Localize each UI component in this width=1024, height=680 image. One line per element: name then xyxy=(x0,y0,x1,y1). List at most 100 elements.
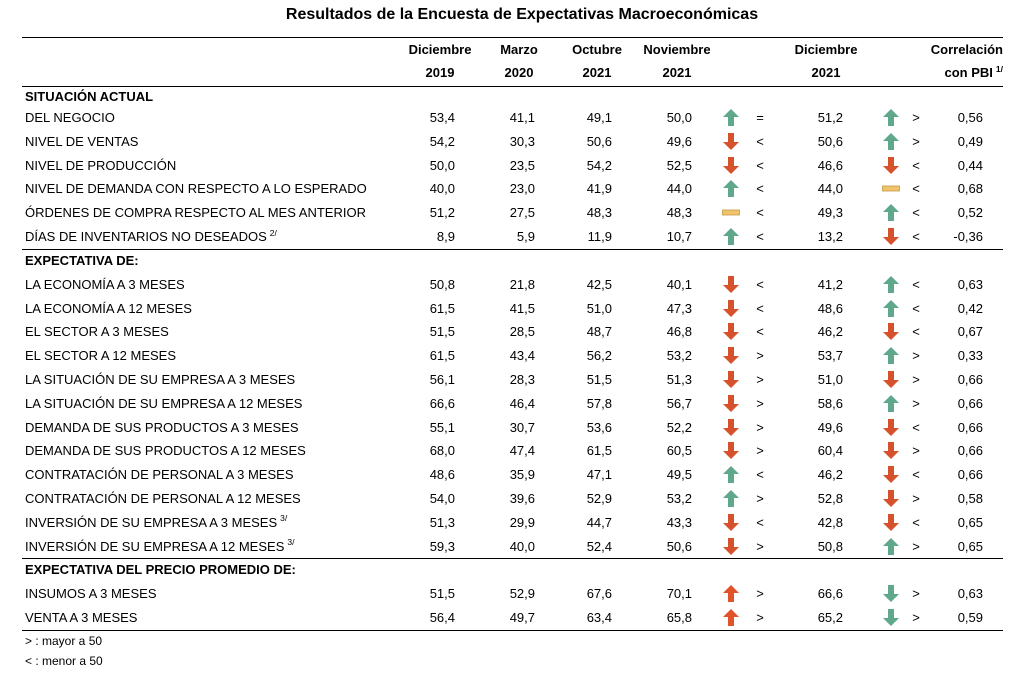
value-oct-2021: 48,7 xyxy=(586,324,612,340)
value-nov-2021: 49,5 xyxy=(666,467,692,483)
row-label: EL SECTOR A 3 MESES xyxy=(25,320,395,344)
comparison-sign: > xyxy=(912,490,920,506)
value-nov-2021: 10,7 xyxy=(666,228,692,244)
value-dic-2021: 50,8 xyxy=(817,538,843,554)
dash-icon xyxy=(882,180,900,197)
value-oct-2021: 42,5 xyxy=(586,276,612,292)
row-label-text: EL SECTOR A 12 MESES xyxy=(25,348,177,364)
value-dic-2019: 51,5 xyxy=(429,324,455,340)
value-dic-2021: 13,2 xyxy=(817,228,843,244)
correlation-value: 0,59 xyxy=(957,610,983,626)
value-dic-2021: 49,6 xyxy=(817,419,843,435)
table-row: EL SECTOR A 3 MESES 51,5 28,5 48,7 46,8 <46,2… xyxy=(22,320,1003,344)
footnote-ref: 1/ xyxy=(995,63,1003,74)
arrow-up-icon xyxy=(882,132,900,150)
row-label: VENTA A 3 MESES xyxy=(25,606,395,630)
row-label: NIVEL DE DEMANDA CON RESPECTO A LO ESPER… xyxy=(25,177,395,201)
correlation-value: 0,65 xyxy=(957,538,983,554)
comparison-sign: < xyxy=(912,467,920,483)
comparison-sign: > xyxy=(756,538,764,554)
row-label-text: NIVEL DE DEMANDA CON RESPECTO A LO ESPER… xyxy=(25,181,367,197)
table-row: DEMANDA DE SUS PRODUCTOS A 3 MESES 55,1 30… xyxy=(22,416,1003,440)
arrow-down-icon xyxy=(882,489,900,507)
correlation-value: 0,67 xyxy=(957,324,983,340)
value-dic-2021: 51,2 xyxy=(817,110,843,125)
column-header-month: Marzo xyxy=(500,42,538,57)
value-oct-2021: 51,0 xyxy=(586,300,612,316)
row-label: LA ECONOMÍA A 12 MESES xyxy=(25,297,395,321)
arrow-up-icon xyxy=(722,466,740,484)
correlation-value: 0,66 xyxy=(957,371,983,387)
column-header-nov-2021: Noviembre 2021 xyxy=(632,38,722,84)
value-mar-2020: 29,9 xyxy=(509,514,535,530)
arrow-up-icon xyxy=(722,609,740,627)
value-dic-2021: 46,6 xyxy=(817,157,843,173)
value-mar-2020: 39,6 xyxy=(509,490,535,506)
table-row: LA ECONOMÍA A 12 MESES 61,5 41,5 51,0 47,3 <4… xyxy=(22,297,1003,321)
row-label-text: VENTA A 3 MESES xyxy=(25,610,138,626)
table-row: DEMANDA DE SUS PRODUCTOS A 12 MESES 68,0 4… xyxy=(22,439,1003,463)
arrow-down-icon xyxy=(722,132,740,150)
value-dic-2021: 44,0 xyxy=(817,181,843,197)
value-mar-2020: 23,0 xyxy=(509,181,535,197)
value-dic-2019: 51,3 xyxy=(429,514,455,530)
column-header-correlation-sub: con PBI 1/ xyxy=(913,61,1004,84)
expectations-table: Diciembre 2019 Marzo 2020 Octubre 2021 N… xyxy=(22,37,1003,631)
correlation-value: 0,66 xyxy=(957,419,983,435)
correlation-value: 0,49 xyxy=(957,133,983,149)
value-dic-2019: 48,6 xyxy=(429,467,455,483)
comparison-sign: < xyxy=(912,181,920,197)
value-mar-2020: 40,0 xyxy=(509,538,535,554)
arrow-up-icon xyxy=(722,227,740,245)
table-row: EL SECTOR A 12 MESES 61,5 43,4 56,2 53,2 >53,… xyxy=(22,344,1003,368)
value-oct-2021: 52,9 xyxy=(586,490,612,506)
comparison-sign: < xyxy=(756,300,764,316)
value-oct-2021: 48,3 xyxy=(586,205,612,221)
value-dic-2021: 58,6 xyxy=(817,395,843,411)
value-mar-2020: 47,4 xyxy=(509,443,535,459)
table-body: SITUACIÓN ACTUAL DEL NEGOCIO 53,4 41,1 49,1 5… xyxy=(22,87,1003,631)
comparison-sign: > xyxy=(756,419,764,435)
value-oct-2021: 57,8 xyxy=(586,395,612,411)
value-oct-2021: 49,1 xyxy=(586,110,612,125)
value-nov-2021: 50,6 xyxy=(666,538,692,554)
correlation-value: 0,58 xyxy=(957,490,983,506)
value-nov-2021: 60,5 xyxy=(666,443,692,459)
table-row: CONTRATACIÓN DE PERSONAL A 12 MESES 54,0 3… xyxy=(22,487,1003,511)
column-header-mar-2020: Marzo 2020 xyxy=(484,38,554,84)
value-nov-2021: 53,2 xyxy=(666,490,692,506)
value-nov-2021: 44,0 xyxy=(666,181,692,197)
value-dic-2021: 60,4 xyxy=(817,443,843,459)
correlation-value: 0,66 xyxy=(957,395,983,411)
row-label: INSUMOS A 3 MESES xyxy=(25,582,395,606)
value-dic-2019: 66,6 xyxy=(429,395,455,411)
comparison-sign: > xyxy=(756,610,764,626)
value-nov-2021: 70,1 xyxy=(666,586,692,602)
column-header-year: 2020 xyxy=(504,65,534,80)
table-row: INVERSIÓN DE SU EMPRESA A 3 MESES 3/51,3 2… xyxy=(22,511,1003,535)
value-mar-2020: 41,1 xyxy=(509,110,535,125)
arrow-up-icon xyxy=(882,204,900,222)
column-header-year: 2021 xyxy=(662,65,692,80)
comparison-sign: > xyxy=(756,348,764,364)
comparison-sign: < xyxy=(756,276,764,292)
row-label-text: NIVEL DE VENTAS xyxy=(25,133,139,149)
row-label-text: INSUMOS A 3 MESES xyxy=(25,586,157,602)
table-header: Diciembre 2019 Marzo 2020 Octubre 2021 N… xyxy=(22,38,1003,87)
value-mar-2020: 21,8 xyxy=(509,276,535,292)
row-label: LA SITUACIÓN DE SU EMPRESA A 3 MESES xyxy=(25,368,395,392)
correlation-value: -0,36 xyxy=(953,228,983,244)
correlation-value: 0,33 xyxy=(957,348,983,364)
dash-icon xyxy=(722,204,740,221)
table-row: NIVEL DE VENTAS 54,2 30,3 50,6 49,6 <50,6 >0,4… xyxy=(22,130,1003,154)
arrow-up-icon xyxy=(882,537,900,555)
value-mar-2020: 30,7 xyxy=(509,419,535,435)
comparison-sign: > xyxy=(912,133,920,149)
correlation-value: 0,56 xyxy=(957,110,983,125)
value-oct-2021: 11,9 xyxy=(587,228,612,244)
value-dic-2021: 51,0 xyxy=(817,371,843,387)
row-label-text: LA ECONOMÍA A 3 MESES xyxy=(25,276,185,292)
table-row: LA SITUACIÓN DE SU EMPRESA A 3 MESES 56,1… xyxy=(22,368,1003,392)
table-row: NIVEL DE DEMANDA CON RESPECTO A LO ESPER… xyxy=(22,177,1003,201)
value-oct-2021: 67,6 xyxy=(586,586,612,602)
